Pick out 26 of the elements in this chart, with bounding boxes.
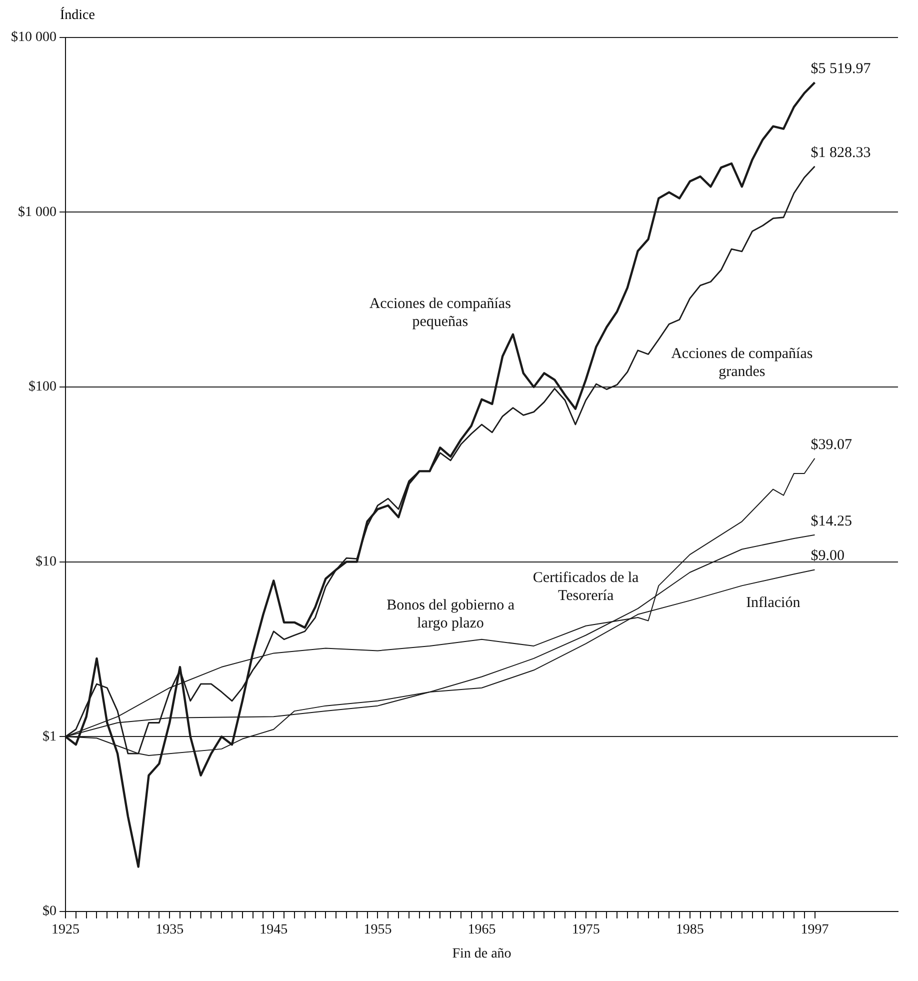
series-label: Acciones de compañías grandes	[671, 346, 813, 380]
data-label: $5 519.97	[810, 60, 872, 77]
x-tick-label: 1985	[676, 922, 704, 938]
x-tick-label: 1925	[52, 922, 80, 938]
x-tick-label: 1965	[468, 922, 496, 938]
x-axis-title: Fin de año	[452, 946, 512, 962]
y-tick-label: $10	[36, 554, 56, 570]
x-tick-label: 1955	[364, 922, 392, 938]
x-tick-label: 1975	[572, 922, 600, 938]
series-label: Acciones de compañías pequeñas	[369, 296, 512, 330]
data-label: $14.25	[810, 513, 852, 530]
series-label: Bonos del gobierno a largo plazo	[386, 598, 515, 632]
data-label: $9.00	[810, 548, 844, 564]
y-tick-label: $1 000	[18, 204, 56, 220]
x-tick-label: 1945	[260, 922, 288, 938]
x-tick-label: 1935	[156, 922, 184, 938]
x-tick-label: 1997	[800, 922, 829, 938]
series-label: Inflación	[746, 595, 801, 612]
data-label: $1 828.33	[810, 144, 871, 161]
y-tick-label: $0	[42, 904, 56, 920]
y-tick-label: $100	[28, 380, 56, 395]
y-tick-label: $1	[42, 729, 56, 744]
y-axis-title: Índice	[60, 8, 96, 25]
y-tick-label: $10 000	[11, 30, 56, 46]
series-label: Certificados de la Tesorería	[532, 570, 640, 604]
data-label: $39.07	[810, 436, 852, 453]
